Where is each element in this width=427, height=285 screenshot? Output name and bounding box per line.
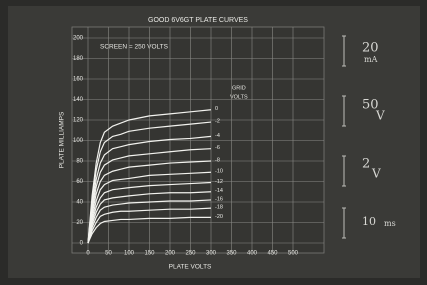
readout-value: 20 <box>362 41 379 56</box>
y-tick-label: 200 <box>73 36 84 42</box>
y-tick-label: 60 <box>76 179 83 185</box>
readout-unit: ms <box>384 219 396 228</box>
curve-label: -16 <box>215 196 223 202</box>
readout-unit: mA <box>364 55 378 64</box>
x-tick-label: 50 <box>105 251 112 257</box>
y-tick-label: 20 <box>76 220 83 226</box>
readout-unit: V <box>375 109 385 123</box>
x-tick-label: 250 <box>185 251 196 257</box>
curve-label: -4 <box>215 133 220 139</box>
chart-title: GOOD 6V6GT PLATE CURVES <box>148 17 248 24</box>
curve-label: -14 <box>215 188 223 194</box>
y-tick-label: 120 <box>73 118 84 124</box>
curve-label: -18 <box>215 205 223 211</box>
x-tick-label: 300 <box>206 251 217 257</box>
y-tick-label: 180 <box>73 56 84 62</box>
x-tick-label: 450 <box>267 251 278 257</box>
readout-value: 2 <box>362 157 370 172</box>
curve-label: -8 <box>215 157 220 163</box>
curve-label: -10 <box>215 169 223 175</box>
readout-unit: V <box>371 167 381 181</box>
y-tick-label: 40 <box>76 200 83 206</box>
x-tick-label: 500 <box>288 251 299 257</box>
scope-screenshot: GOOD 6V6GT PLATE CURVES SCREEN = 250 VOL… <box>0 0 427 285</box>
y-tick-label: 160 <box>73 77 84 83</box>
x-tick-label: 100 <box>124 251 135 257</box>
y-tick-label: 100 <box>73 138 84 144</box>
curve-label: -2 <box>215 119 220 125</box>
annotation: SCREEN = 250 VOLTS <box>100 44 169 51</box>
x-tick-label: 150 <box>144 251 155 257</box>
y-axis-label: PLATE MILLIAMPS <box>59 111 66 168</box>
x-tick-label: 200 <box>165 251 176 257</box>
legend-title: GRID <box>232 85 246 91</box>
graticule-frame <box>72 27 324 253</box>
curve-label: -20 <box>215 214 223 220</box>
x-tick-label: 400 <box>247 251 258 257</box>
curve-label: -6 <box>215 145 220 151</box>
x-axis-label: PLATE VOLTS <box>169 264 212 271</box>
y-tick-label: 80 <box>76 159 83 165</box>
curve-label: -12 <box>215 179 223 185</box>
readout-value: 10 <box>362 215 376 228</box>
curve-label: 0 <box>215 106 218 112</box>
x-tick-label: 350 <box>226 251 237 257</box>
y-tick-label: 140 <box>73 97 84 103</box>
